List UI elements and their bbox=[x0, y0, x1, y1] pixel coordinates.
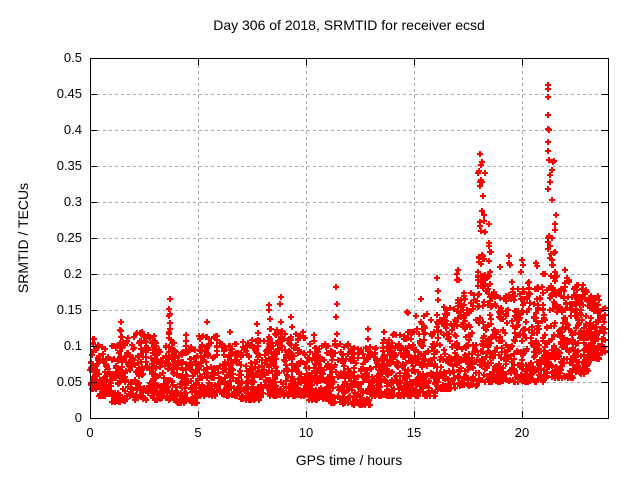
chart-title: Day 306 of 2018, SRMTID for receiver ecs… bbox=[213, 17, 485, 33]
y-tick-label: 0.3 bbox=[63, 194, 82, 209]
y-tick-label: 0.05 bbox=[56, 374, 82, 389]
x-tick-label: 15 bbox=[406, 425, 422, 440]
x-tick-label: 20 bbox=[514, 425, 530, 440]
y-tick-label: 0.45 bbox=[56, 86, 82, 101]
tick-marks bbox=[90, 58, 608, 419]
y-tick-label: 0.5 bbox=[63, 50, 82, 65]
y-tick-label: 0.15 bbox=[56, 302, 82, 317]
y-tick-label: 0.2 bbox=[63, 266, 82, 281]
y-tick-label: 0 bbox=[74, 410, 82, 425]
x-axis-label: GPS time / hours bbox=[295, 452, 403, 468]
y-tick-label: 0.25 bbox=[56, 230, 82, 245]
y-tick-label: 0.4 bbox=[63, 122, 82, 137]
x-tick-label: 10 bbox=[298, 425, 314, 440]
x-tick-label: 0 bbox=[86, 425, 94, 440]
x-tick-label: 5 bbox=[194, 425, 202, 440]
y-tick-label: 0.35 bbox=[56, 158, 82, 173]
y-tick-label: 0.1 bbox=[63, 338, 82, 353]
data-points bbox=[87, 82, 608, 408]
